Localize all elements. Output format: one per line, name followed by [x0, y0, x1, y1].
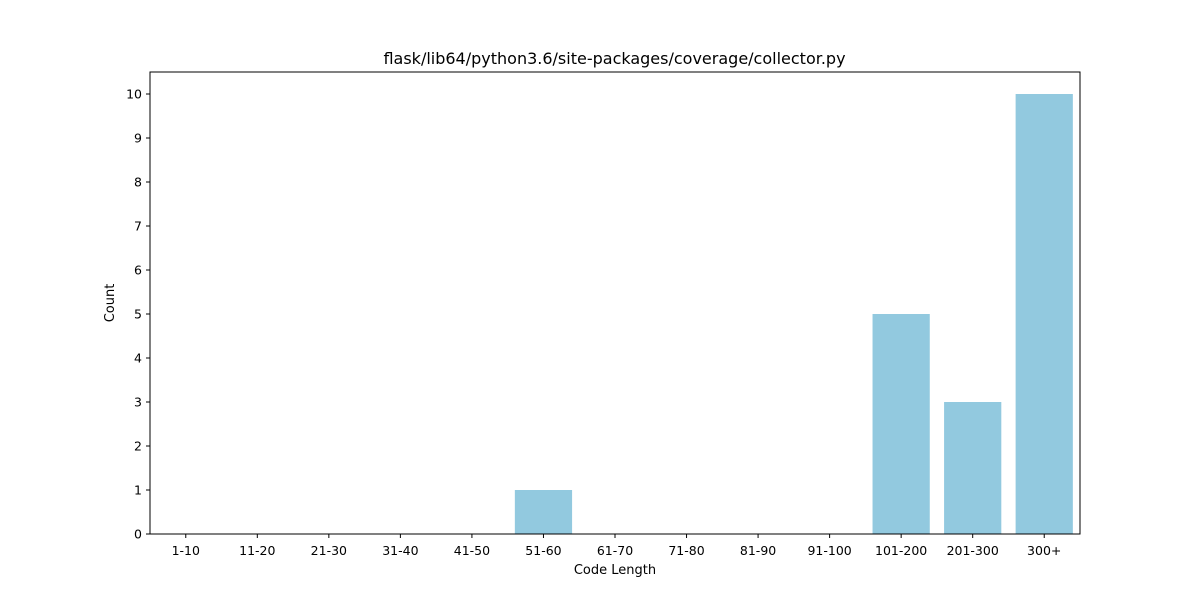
y-tick-label: 9: [134, 131, 142, 146]
y-tick-label: 4: [134, 351, 142, 366]
y-axis-ticks: 0 1 2 3 4 5 6 7 8 9 10: [126, 87, 150, 542]
bars-layer: [514, 94, 1073, 534]
x-tick-label: 41-50: [454, 543, 490, 558]
x-tick-label: 1-10: [172, 543, 200, 558]
y-tick-label: 7: [134, 219, 142, 234]
x-tick-label: 11-20: [239, 543, 275, 558]
x-tick-label: 61-70: [597, 543, 633, 558]
y-tick-label: 10: [126, 87, 142, 102]
y-tick-label: 1: [134, 483, 142, 498]
x-tick-label: 31-40: [382, 543, 418, 558]
x-tick-label: 300+: [1027, 543, 1061, 558]
x-tick-label: 101-200: [875, 543, 927, 558]
bar-300+: [1015, 94, 1073, 534]
x-tick-label: 201-300: [947, 543, 999, 558]
x-axis-label: Code Length: [574, 563, 656, 578]
y-tick-label: 0: [134, 527, 142, 542]
plot-area-frame: [149, 71, 1081, 535]
x-tick-label: 21-30: [311, 543, 347, 558]
x-tick-label: 81-90: [740, 543, 776, 558]
y-axis-label: Count: [103, 284, 118, 323]
x-tick-label: 91-100: [807, 543, 851, 558]
y-tick-label: 8: [134, 175, 142, 190]
y-tick-label: 6: [134, 263, 142, 278]
x-tick-label: 71-80: [668, 543, 704, 558]
bar-51-60: [514, 490, 573, 534]
x-axis-ticks: 1-10 11-20 21-30 31-40 41-50 51-60 61-70 71-80 8…: [172, 534, 1061, 558]
y-tick-label: 5: [134, 307, 142, 322]
x-tick-label: 51-60: [525, 543, 561, 558]
bar-101-200: [872, 314, 930, 534]
chart-title: flask/lib64/python3.6/site-packages/cove…: [383, 49, 845, 68]
bar-201-300: [944, 402, 1002, 534]
y-tick-label: 2: [134, 439, 142, 454]
y-tick-label: 3: [134, 395, 142, 410]
